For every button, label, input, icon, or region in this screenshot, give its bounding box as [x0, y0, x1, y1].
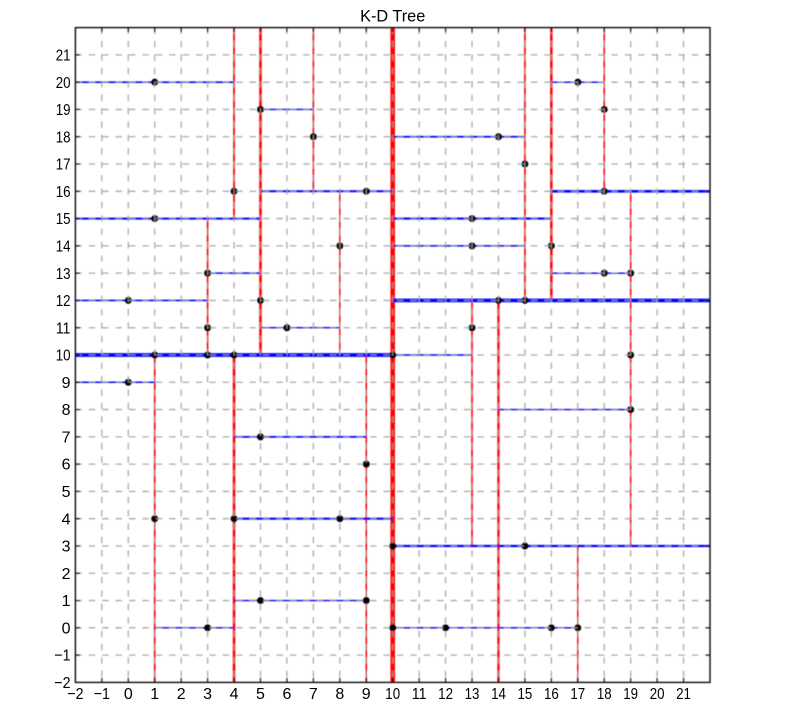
svg-text:19: 19: [623, 686, 638, 703]
svg-text:0: 0: [124, 686, 133, 703]
svg-text:17: 17: [56, 157, 71, 174]
svg-text:8: 8: [335, 686, 344, 703]
svg-text:12: 12: [56, 293, 71, 310]
svg-text:17: 17: [570, 686, 585, 703]
svg-text:7: 7: [62, 429, 71, 446]
svg-text:5: 5: [256, 686, 265, 703]
svg-text:19: 19: [56, 102, 71, 119]
svg-text:15: 15: [518, 686, 533, 703]
svg-text:18: 18: [56, 129, 71, 146]
svg-text:20: 20: [56, 75, 71, 92]
svg-text:21: 21: [56, 47, 71, 64]
svg-text:0: 0: [62, 620, 71, 637]
svg-text:1: 1: [150, 686, 159, 703]
svg-text:9: 9: [362, 686, 371, 703]
svg-text:K-D Tree: K-D Tree: [360, 7, 425, 25]
svg-text:−2: −2: [54, 675, 70, 692]
svg-text:4: 4: [62, 511, 71, 528]
svg-text:18: 18: [597, 686, 612, 703]
svg-text:5: 5: [62, 484, 71, 501]
svg-text:21: 21: [676, 686, 691, 703]
svg-text:10: 10: [56, 348, 71, 365]
svg-text:6: 6: [62, 457, 71, 474]
svg-text:14: 14: [491, 686, 506, 703]
svg-text:12: 12: [438, 686, 453, 703]
svg-text:9: 9: [62, 375, 71, 392]
svg-text:6: 6: [282, 686, 291, 703]
svg-text:11: 11: [56, 320, 71, 337]
svg-text:16: 16: [56, 184, 71, 201]
svg-text:4: 4: [230, 686, 239, 703]
svg-text:8: 8: [62, 402, 71, 419]
svg-text:13: 13: [56, 266, 71, 283]
svg-text:−2: −2: [67, 686, 83, 703]
svg-text:3: 3: [62, 539, 71, 556]
svg-text:11: 11: [412, 686, 427, 703]
svg-text:14: 14: [56, 238, 71, 255]
svg-text:2: 2: [62, 566, 71, 583]
svg-text:16: 16: [544, 686, 559, 703]
svg-text:13: 13: [465, 686, 480, 703]
svg-text:2: 2: [177, 686, 186, 703]
svg-text:10: 10: [385, 686, 400, 703]
svg-text:−1: −1: [94, 686, 110, 703]
svg-text:20: 20: [650, 686, 665, 703]
svg-text:15: 15: [56, 211, 71, 228]
svg-text:−1: −1: [54, 648, 70, 665]
svg-text:1: 1: [62, 593, 71, 610]
svg-text:7: 7: [309, 686, 318, 703]
svg-text:3: 3: [203, 686, 212, 703]
